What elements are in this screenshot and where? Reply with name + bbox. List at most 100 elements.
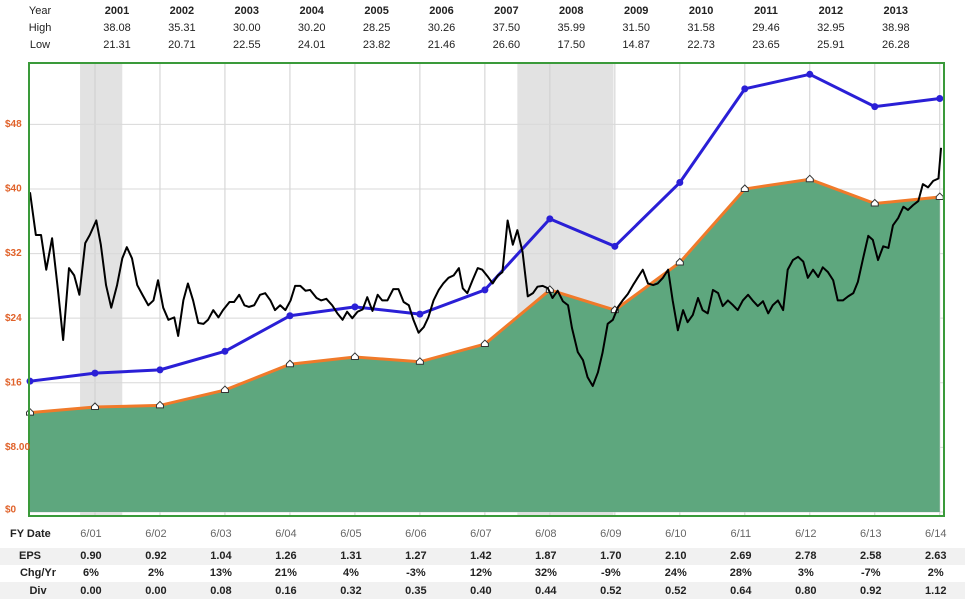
- table-cell: 38.98: [882, 22, 910, 34]
- table-cell: 2012: [819, 5, 843, 17]
- table-cell: 21.31: [103, 39, 131, 51]
- table-cell: 0.16: [275, 585, 296, 597]
- table-cell: 0.32: [340, 585, 361, 597]
- table-cell: 2.10: [665, 550, 686, 562]
- table-cell: 1.42: [470, 550, 491, 562]
- point-marker: [870, 198, 879, 207]
- x-tick-label: 6/04: [275, 528, 296, 540]
- table-cell: 29.46: [752, 22, 780, 34]
- point-marker: [871, 103, 879, 111]
- table-cell: 17.50: [558, 39, 586, 51]
- point-marker: [741, 85, 749, 93]
- table-band: [0, 565, 965, 582]
- x-tick-label: 6/03: [210, 528, 231, 540]
- table-cell: 0.90: [80, 550, 101, 562]
- table-cell: 2.58: [860, 550, 881, 562]
- table-cell: 2%: [928, 567, 944, 579]
- table-cell: 30.00: [233, 22, 261, 34]
- point-marker: [936, 95, 944, 103]
- table-cell: 25.91: [817, 39, 845, 51]
- table-cell: 32.95: [817, 22, 845, 34]
- table-cell: 0.52: [665, 585, 686, 597]
- plot-frame: [28, 62, 945, 517]
- point-marker: [611, 242, 619, 250]
- table-cell: 2001: [105, 5, 129, 17]
- table-cell: 2004: [299, 5, 324, 17]
- table-cell: 21.46: [428, 39, 456, 51]
- table-label: Low: [30, 39, 50, 51]
- table-cell: 2009: [624, 5, 648, 17]
- point-marker: [415, 357, 424, 365]
- y-tick-label: $24: [5, 313, 22, 324]
- table-cell: -3%: [406, 567, 426, 579]
- table-band: [0, 548, 965, 565]
- table-cell: 1.12: [925, 585, 946, 597]
- table-cell: 2010: [689, 5, 713, 17]
- x-tick-label: 6/02: [145, 528, 166, 540]
- table-cell: 2.78: [795, 550, 816, 562]
- point-marker: [285, 359, 294, 368]
- y-tick-label: $8.00: [5, 442, 30, 453]
- table-cell: 35.99: [558, 22, 586, 34]
- table-cell: 30.26: [428, 22, 456, 34]
- table-cell: 2005: [364, 5, 388, 17]
- table-cell: 1.31: [340, 550, 361, 562]
- table-cell: 22.55: [233, 39, 261, 51]
- table-cell: 2002: [170, 5, 194, 17]
- point-marker: [675, 257, 684, 266]
- x-tick-label: 6/08: [535, 528, 556, 540]
- table-cell: 1.04: [210, 550, 232, 562]
- table-cell: 31.50: [622, 22, 650, 34]
- table-cell: 26.28: [882, 39, 910, 51]
- table-cell: 2011: [754, 5, 778, 17]
- y-tick-label: $16: [5, 377, 22, 388]
- point-marker: [350, 352, 359, 360]
- x-tick-label: 6/09: [600, 528, 621, 540]
- x-tick-label: 6/10: [665, 528, 686, 540]
- table-cell: 22.73: [687, 39, 715, 51]
- point-marker: [91, 369, 99, 377]
- table-cell: 1.27: [405, 550, 426, 562]
- table-cell: 21%: [275, 567, 297, 579]
- table-cell: 30.20: [298, 22, 326, 34]
- table-cell: 31.58: [687, 22, 715, 34]
- line: [29, 147, 943, 388]
- table-cell: 1.70: [600, 550, 621, 562]
- table-cell: 2.69: [730, 550, 751, 562]
- table-cell: 0.00: [145, 585, 166, 597]
- table-cell: 0.40: [470, 585, 491, 597]
- table-label: FY Date: [10, 528, 51, 540]
- x-tick-label: 6/12: [795, 528, 816, 540]
- table-cell: 4%: [343, 567, 359, 579]
- point-marker: [416, 310, 424, 318]
- table-cell: 20.71: [168, 39, 196, 51]
- table-cell: 2.63: [925, 550, 946, 562]
- table-cell: 35.31: [168, 22, 196, 34]
- y-tick-label: $0: [5, 505, 17, 516]
- table-cell: 0.92: [145, 550, 166, 562]
- table-label: Year: [29, 5, 52, 17]
- x-tick-label: 6/11: [731, 528, 752, 540]
- table-cell: 2008: [559, 5, 583, 17]
- table-cell: 0.08: [210, 585, 231, 597]
- table-cell: 2006: [429, 5, 453, 17]
- table-cell: 13%: [210, 567, 232, 579]
- table-cell: 0.00: [80, 585, 101, 597]
- point-marker: [220, 385, 229, 394]
- point-marker: [676, 179, 684, 187]
- table-cell: 0.44: [535, 585, 557, 597]
- y-tick-label: $40: [5, 184, 22, 195]
- point-marker: [805, 174, 814, 183]
- table-cell: 3%: [798, 567, 814, 579]
- table-cell: 0.64: [730, 585, 752, 597]
- table-cell: 1.87: [535, 550, 556, 562]
- x-tick-label: 6/06: [405, 528, 426, 540]
- table-cell: -9%: [601, 567, 621, 579]
- point-marker: [935, 192, 944, 201]
- x-tick-label: 6/01: [80, 528, 101, 540]
- table-cell: 23.65: [752, 39, 780, 51]
- table-cell: 24%: [665, 567, 687, 579]
- table-label: Div: [29, 585, 47, 597]
- table-cell: 14.87: [622, 39, 650, 51]
